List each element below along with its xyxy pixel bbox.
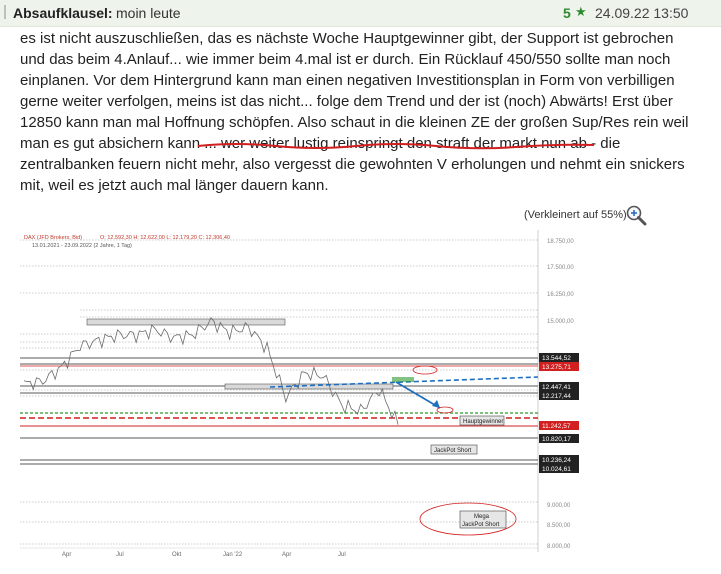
price-tag-text: 13.544,52 <box>542 355 571 362</box>
chart-title: DAX (JFD Brokers, Bid) <box>24 235 82 241</box>
annotation-jackpot-short: JackPot Short <box>430 444 478 455</box>
green-marker <box>392 377 414 382</box>
x-tick: Apr <box>282 552 291 558</box>
y-tick: 18.750,00 <box>547 239 574 245</box>
price-tag-text: 13.275,71 <box>542 364 571 371</box>
annotation-text: JackPot Short <box>434 448 472 454</box>
post-line: gerne weiter verfolgen, meins ist das ni… <box>20 93 673 110</box>
support-grid-lines <box>20 239 538 545</box>
y-tick: 17.500,00 <box>547 265 574 271</box>
x-tick: Jan '22 <box>223 552 243 558</box>
post-body: es ist nicht auszuschließen, das es näch… <box>20 28 710 196</box>
chart-svg: DAX (JFD Brokers, Bid) O: 12.592,30 H: 1… <box>20 230 579 558</box>
post-header: Absaufklausel: moin leute 5 ★ 24.09.22 1… <box>0 0 721 27</box>
rating-count: 5 <box>563 5 571 21</box>
support-zone <box>224 383 394 390</box>
post-line: es ist nicht auszuschließen, das es näch… <box>20 30 674 47</box>
post-timestamp: 24.09.22 13:50 <box>595 5 689 21</box>
arrow-head-icon <box>432 400 440 408</box>
y-tick: 8.500,00 <box>547 523 571 529</box>
image-scale-note: (Verkleinert auf 55%) <box>524 209 627 221</box>
y-tick: 8.000,00 <box>547 544 571 550</box>
dax-chart[interactable]: DAX (JFD Brokers, Bid) O: 12.592,30 H: 1… <box>20 230 586 560</box>
star-icon[interactable]: ★ <box>575 4 587 19</box>
chart-ohlc: O: 12.592,30 H: 12.622,00 L: 12.179,20 C… <box>100 235 230 241</box>
post-line: 12850 kann man mal Hoffnung schöpfen. Al… <box>20 114 689 131</box>
post-line: und das beim 4.Anlauf... wie immer beim … <box>20 51 671 68</box>
x-tick: Jul <box>338 552 346 558</box>
annotation-text: Hauptgewinner <box>463 419 503 425</box>
annotation-hauptgewinner: Hauptgewinner <box>459 415 505 426</box>
post-line: zentralbanken feuern nicht mehr, also ve… <box>20 156 685 173</box>
blue-dashed-trendline <box>269 376 539 388</box>
price-tag-text: 12.217,44 <box>542 393 571 400</box>
price-tag: 13.544,52 <box>539 353 579 362</box>
price-tag: 11.242,57 <box>539 421 579 430</box>
post-line: mit, weil es jetzt auch mal länger dauer… <box>20 177 329 194</box>
x-tick: Apr <box>62 552 71 558</box>
red-underline-annotation <box>197 143 595 150</box>
annotation-text: JackPot Short <box>462 522 500 528</box>
price-tag: 10.236,24 <box>539 455 579 464</box>
price-tag-text: 10.024,61 <box>542 466 571 473</box>
red-ellipse-target <box>436 406 454 414</box>
price-tag-text: 10.820,17 <box>542 436 571 443</box>
x-tick: Jul <box>116 552 124 558</box>
collapse-marker[interactable] <box>4 5 6 19</box>
price-tag: 10.820,17 <box>539 434 579 443</box>
price-tag: 12.447,41 <box>539 382 579 391</box>
post-line: einplanen. Vor dem Hintergrund kann man … <box>20 72 675 89</box>
annotation-text: Mega <box>474 514 490 520</box>
price-tag-text: 11.242,57 <box>542 423 571 430</box>
y-tick: 16.250,00 <box>547 292 574 298</box>
price-tag-text: 10.236,24 <box>542 457 571 464</box>
red-ellipse-small <box>412 365 438 375</box>
x-tick: Okt <box>172 552 182 558</box>
resistance-zone <box>86 318 286 326</box>
price-tag: 10.024,61 <box>539 464 579 473</box>
price-tag-text: 12.447,41 <box>542 384 571 391</box>
post-author[interactable]: Absaufklausel: <box>13 5 113 21</box>
y-tick: 9.000,00 <box>547 503 571 509</box>
magnifier-plus-icon[interactable] <box>625 204 647 226</box>
y-tick: 15.000,00 <box>547 319 574 325</box>
post-subject: moin leute <box>116 5 181 21</box>
dax-price-line <box>23 316 399 425</box>
price-tag: 12.217,44 <box>539 391 579 400</box>
chart-range: 13.01.2021 - 23.09.2022 (2 Jahre, 1 Tag) <box>32 243 132 249</box>
blue-forecast-arrow <box>395 381 441 409</box>
price-tag: 13.275,71 <box>539 362 579 371</box>
annotation-mega-jackpot-short: Mega JackPot Short <box>419 502 517 536</box>
solid-level-lines <box>20 357 538 465</box>
